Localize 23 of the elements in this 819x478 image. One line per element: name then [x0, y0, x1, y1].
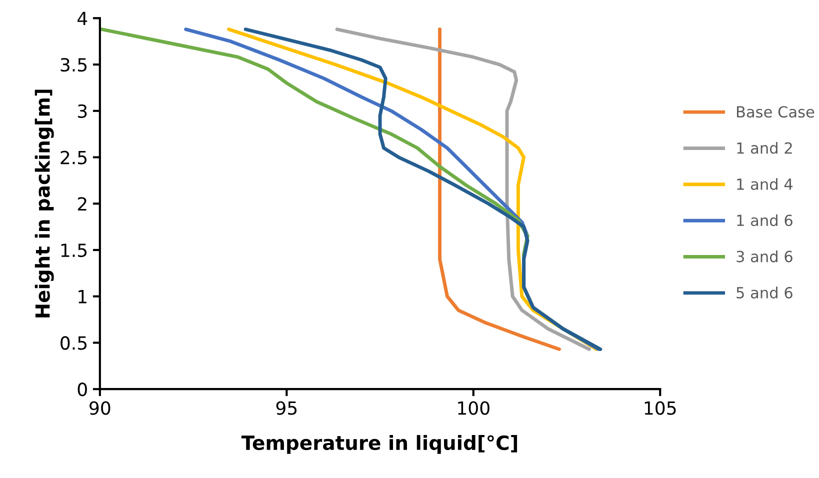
x-tick-label: 95 [276, 401, 297, 415]
line-series [335, 28, 591, 351]
legend-label: 3 and 6 [736, 250, 792, 262]
y-tick-label: 1.5 [61, 244, 87, 258]
line-series [438, 28, 562, 351]
x-tick-label: 100 [458, 401, 490, 415]
y-tick-label: 1 [78, 290, 86, 304]
legend-label: Base Case [736, 106, 814, 118]
y-tick-label: 0.5 [60, 336, 87, 350]
y-tick-label: 0 [78, 382, 87, 396]
x-tick-label: 105 [644, 401, 676, 415]
y-axis-title: Height in packing[m] [34, 90, 54, 318]
legend-label: 1 and 6 [737, 214, 792, 226]
x-tick-label: 90 [90, 401, 110, 415]
legend-label: 1 and 4 [737, 178, 793, 190]
legend-label: 5 and 6 [736, 286, 792, 298]
y-tick-label: 3.5 [60, 58, 87, 72]
x-axis-title: Temperature in liquid[°C] [241, 435, 518, 454]
legend-label: 1 and 2 [737, 142, 792, 154]
y-tick-label: 2 [78, 197, 86, 210]
y-tick-label: 3 [78, 104, 87, 118]
y-tick-label: 2.5 [60, 150, 87, 164]
y-tick-label: 4 [78, 12, 88, 26]
